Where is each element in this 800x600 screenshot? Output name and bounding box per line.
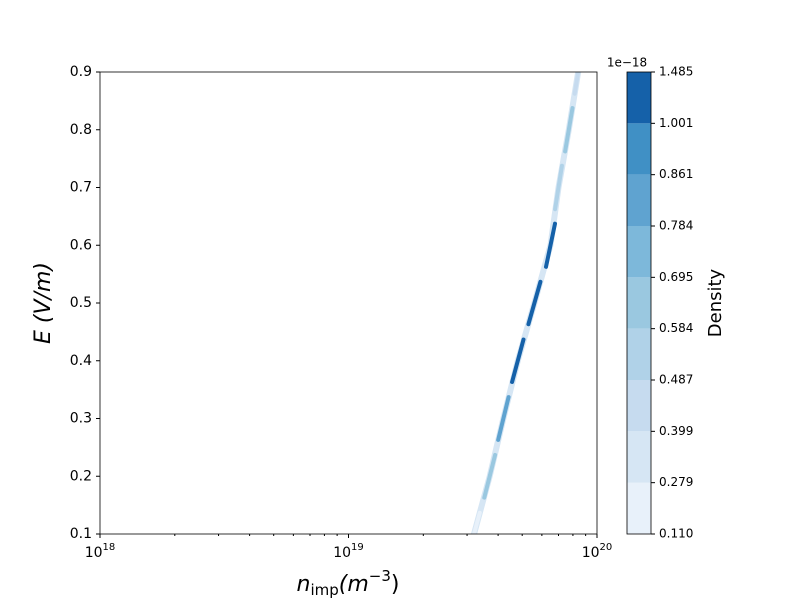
density-segment	[563, 106, 575, 154]
x-tick-base: 10	[582, 545, 600, 561]
y-tick-label: 0.4	[70, 353, 92, 369]
y-tick-label: 0.6	[70, 237, 92, 253]
colorbar-tick-label: 0.861	[659, 167, 693, 181]
density-segment	[471, 510, 482, 534]
density-segment	[526, 279, 543, 327]
x-tick-base: 10	[333, 545, 351, 561]
colorbar-band	[627, 431, 651, 483]
x-tick-base: 10	[85, 545, 103, 561]
x-tick-exponent: 20	[600, 542, 613, 553]
colorbar-band	[627, 226, 651, 278]
y-tick-label: 0.9	[70, 64, 92, 80]
x-tick-label: 1020	[582, 542, 613, 561]
colorbar-label: Density	[705, 268, 726, 337]
colorbar-tick-label: 0.784	[659, 219, 693, 233]
x-axis-label: nimp(m−3)	[297, 567, 400, 599]
x-label-part: −3	[369, 567, 391, 585]
density-segment	[496, 395, 511, 442]
x-label-part: (m	[339, 572, 369, 597]
colorbar-tick-label: 0.584	[659, 321, 693, 335]
density-segment	[553, 163, 564, 212]
colorbar-tick-label: 0.279	[659, 475, 693, 489]
colorbar-frame	[626, 71, 652, 535]
axes-frame	[99, 71, 598, 535]
y-label-part: (V/m)	[31, 262, 56, 330]
y-axis-label: E (V/m)	[31, 262, 56, 344]
x-label-part: imp	[310, 581, 338, 599]
density-segment	[482, 452, 498, 500]
ridge-line	[471, 72, 582, 534]
colorbar-tick-label: 1.485	[659, 65, 693, 79]
colorbar-band	[627, 328, 651, 380]
colorbar-offset: 1e−18	[607, 56, 647, 70]
colorbar-band	[627, 123, 651, 175]
y-tick-label: 0.7	[70, 180, 92, 196]
y-tick-label: 0.2	[70, 468, 92, 484]
y-tick-label: 0.1	[70, 526, 92, 542]
colorbar-band	[627, 482, 651, 534]
y-tick-label: 0.3	[70, 411, 92, 427]
plot-area	[471, 72, 582, 534]
x-label-part: )	[391, 572, 400, 597]
colorbar-band	[627, 380, 651, 432]
density-segment	[544, 221, 557, 269]
y-tick-label: 0.8	[70, 122, 92, 138]
y-tick-label: 0.5	[70, 295, 92, 311]
x-tick-label: 1019	[333, 542, 364, 561]
density-segment	[510, 337, 526, 384]
x-tick-exponent: 19	[351, 542, 364, 553]
y-label-part: E	[31, 330, 56, 344]
colorbar-band	[627, 174, 651, 226]
colorbar-tick-label: 1.001	[659, 116, 693, 130]
density-segment	[572, 72, 581, 96]
x-label-part: n	[297, 572, 311, 597]
x-tick-label: 1018	[85, 542, 116, 561]
colorbar-band	[627, 277, 651, 329]
x-tick-exponent: 18	[103, 542, 116, 553]
colorbar-tick-label: 0.399	[659, 424, 693, 438]
colorbar-tick-label: 0.487	[659, 373, 693, 387]
colorbar-tick-label: 0.695	[659, 270, 693, 284]
colorbar-band	[627, 72, 651, 124]
colorbar-tick-label: 0.110	[659, 527, 693, 541]
